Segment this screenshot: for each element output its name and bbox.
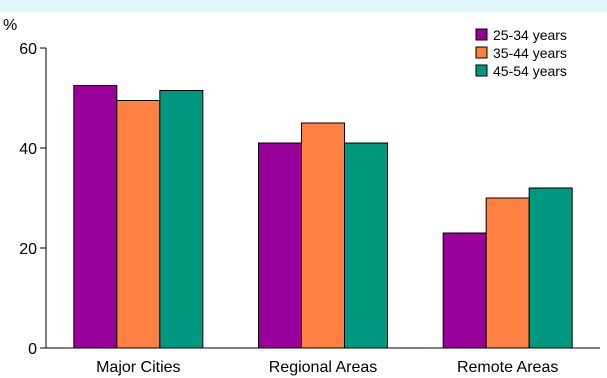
y-tick-label: 60 bbox=[19, 41, 37, 58]
bar bbox=[528, 187, 573, 349]
legend-label: 35-44 years bbox=[493, 45, 567, 61]
y-tick-label: 40 bbox=[19, 141, 37, 158]
x-tick-label: Major Cities bbox=[96, 359, 180, 376]
legend-swatch bbox=[475, 64, 488, 77]
x-tick-label: Remote Areas bbox=[457, 359, 558, 376]
y-axis-label: % bbox=[3, 17, 17, 34]
x-tick-label: Regional Areas bbox=[269, 359, 378, 376]
bar bbox=[159, 90, 204, 349]
bar bbox=[73, 85, 118, 349]
legend-swatch bbox=[475, 46, 488, 59]
bar bbox=[116, 100, 161, 349]
legend-label: 45-54 years bbox=[493, 63, 567, 79]
bar bbox=[344, 142, 388, 349]
y-tick-label: 20 bbox=[19, 241, 37, 258]
bar bbox=[301, 122, 345, 349]
axes: % bbox=[3, 17, 600, 349]
legend: 25-34 years 35-44 years 45-54 years bbox=[475, 27, 567, 79]
y-tick-label: 0 bbox=[28, 341, 37, 358]
bar bbox=[258, 142, 302, 349]
x-tick-labels: Major Cities Regional Areas Remote Areas bbox=[96, 359, 558, 376]
bars bbox=[73, 85, 573, 349]
y-ticks: 0 20 40 60 bbox=[19, 41, 46, 358]
bar bbox=[442, 232, 487, 349]
bar bbox=[485, 197, 530, 349]
legend-label: 25-34 years bbox=[493, 27, 567, 43]
chart-top-band bbox=[0, 0, 607, 12]
legend-swatch bbox=[475, 28, 488, 41]
